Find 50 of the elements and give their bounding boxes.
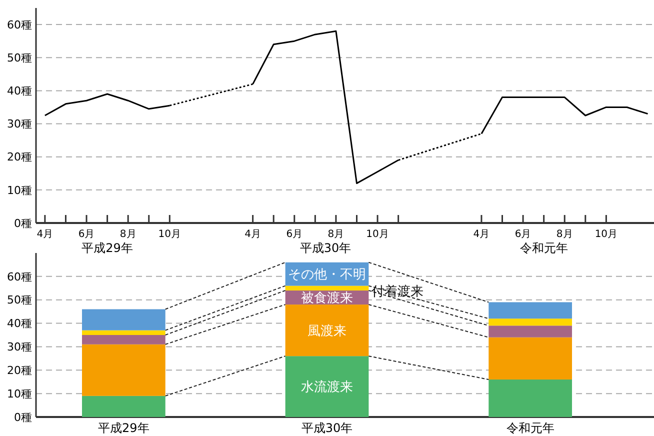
series-label: 被食渡来 — [301, 291, 353, 306]
bar — [82, 344, 166, 396]
bar — [82, 309, 166, 330]
annotation: 平成29年 — [82, 241, 133, 255]
annotation: 令和元年 — [520, 241, 568, 255]
y-tick-label: 20種 — [7, 150, 32, 164]
x-tick-label: 8月 — [120, 229, 136, 240]
x-tick-label: 10月 — [158, 229, 182, 240]
x-tick-label: 10月 — [366, 229, 389, 240]
y-tick-label: 30種 — [7, 340, 32, 354]
x-tick-label: 10月 — [594, 229, 618, 240]
bar — [488, 318, 572, 326]
bar — [285, 286, 369, 290]
x-tick-label: 平成30年 — [301, 421, 353, 435]
y-tick-label: 0種 — [14, 410, 32, 424]
y-tick-label: 10種 — [7, 387, 32, 400]
series-label: その他・不明 — [288, 268, 366, 283]
annotation: 平成30年 — [300, 241, 352, 255]
y-tick-label: 40種 — [7, 84, 32, 98]
bar — [488, 326, 572, 338]
series-label: 水流渡来 — [301, 379, 353, 396]
x-tick-label: 6月 — [78, 229, 95, 240]
x-tick-label: 8月 — [328, 229, 344, 240]
bar — [285, 304, 369, 356]
y-tick-label: 40種 — [7, 317, 32, 330]
x-tick-label: 6月 — [286, 229, 303, 240]
bar — [488, 337, 572, 380]
x-tick-label: 6月 — [514, 229, 532, 240]
bar — [82, 396, 166, 417]
x-tick-label: 令和元年 — [506, 421, 554, 435]
x-tick-label: 8月 — [556, 229, 573, 240]
bar — [285, 356, 369, 417]
bar — [82, 330, 166, 335]
y-tick-label: 20種 — [7, 364, 32, 377]
y-tick-label: 0種 — [14, 216, 32, 230]
bar — [82, 335, 166, 344]
y-tick-label: 50種 — [7, 294, 32, 307]
x-tick-label: 4月 — [473, 229, 490, 240]
bar — [488, 302, 572, 319]
series-label: 付着渡来 — [370, 283, 424, 300]
y-tick-label: 60種 — [7, 270, 32, 284]
y-tick-label: 30種 — [7, 118, 32, 131]
bar — [488, 380, 572, 417]
y-tick-label: 10種 — [7, 184, 32, 197]
x-tick-label: 4月 — [244, 229, 261, 240]
x-tick-label: 平成29年 — [98, 421, 150, 435]
y-tick-label: 60種 — [7, 18, 32, 32]
x-tick-label: 4月 — [36, 229, 54, 240]
series-label: 風渡来 — [308, 324, 346, 339]
y-tick-label: 50種 — [7, 51, 32, 64]
